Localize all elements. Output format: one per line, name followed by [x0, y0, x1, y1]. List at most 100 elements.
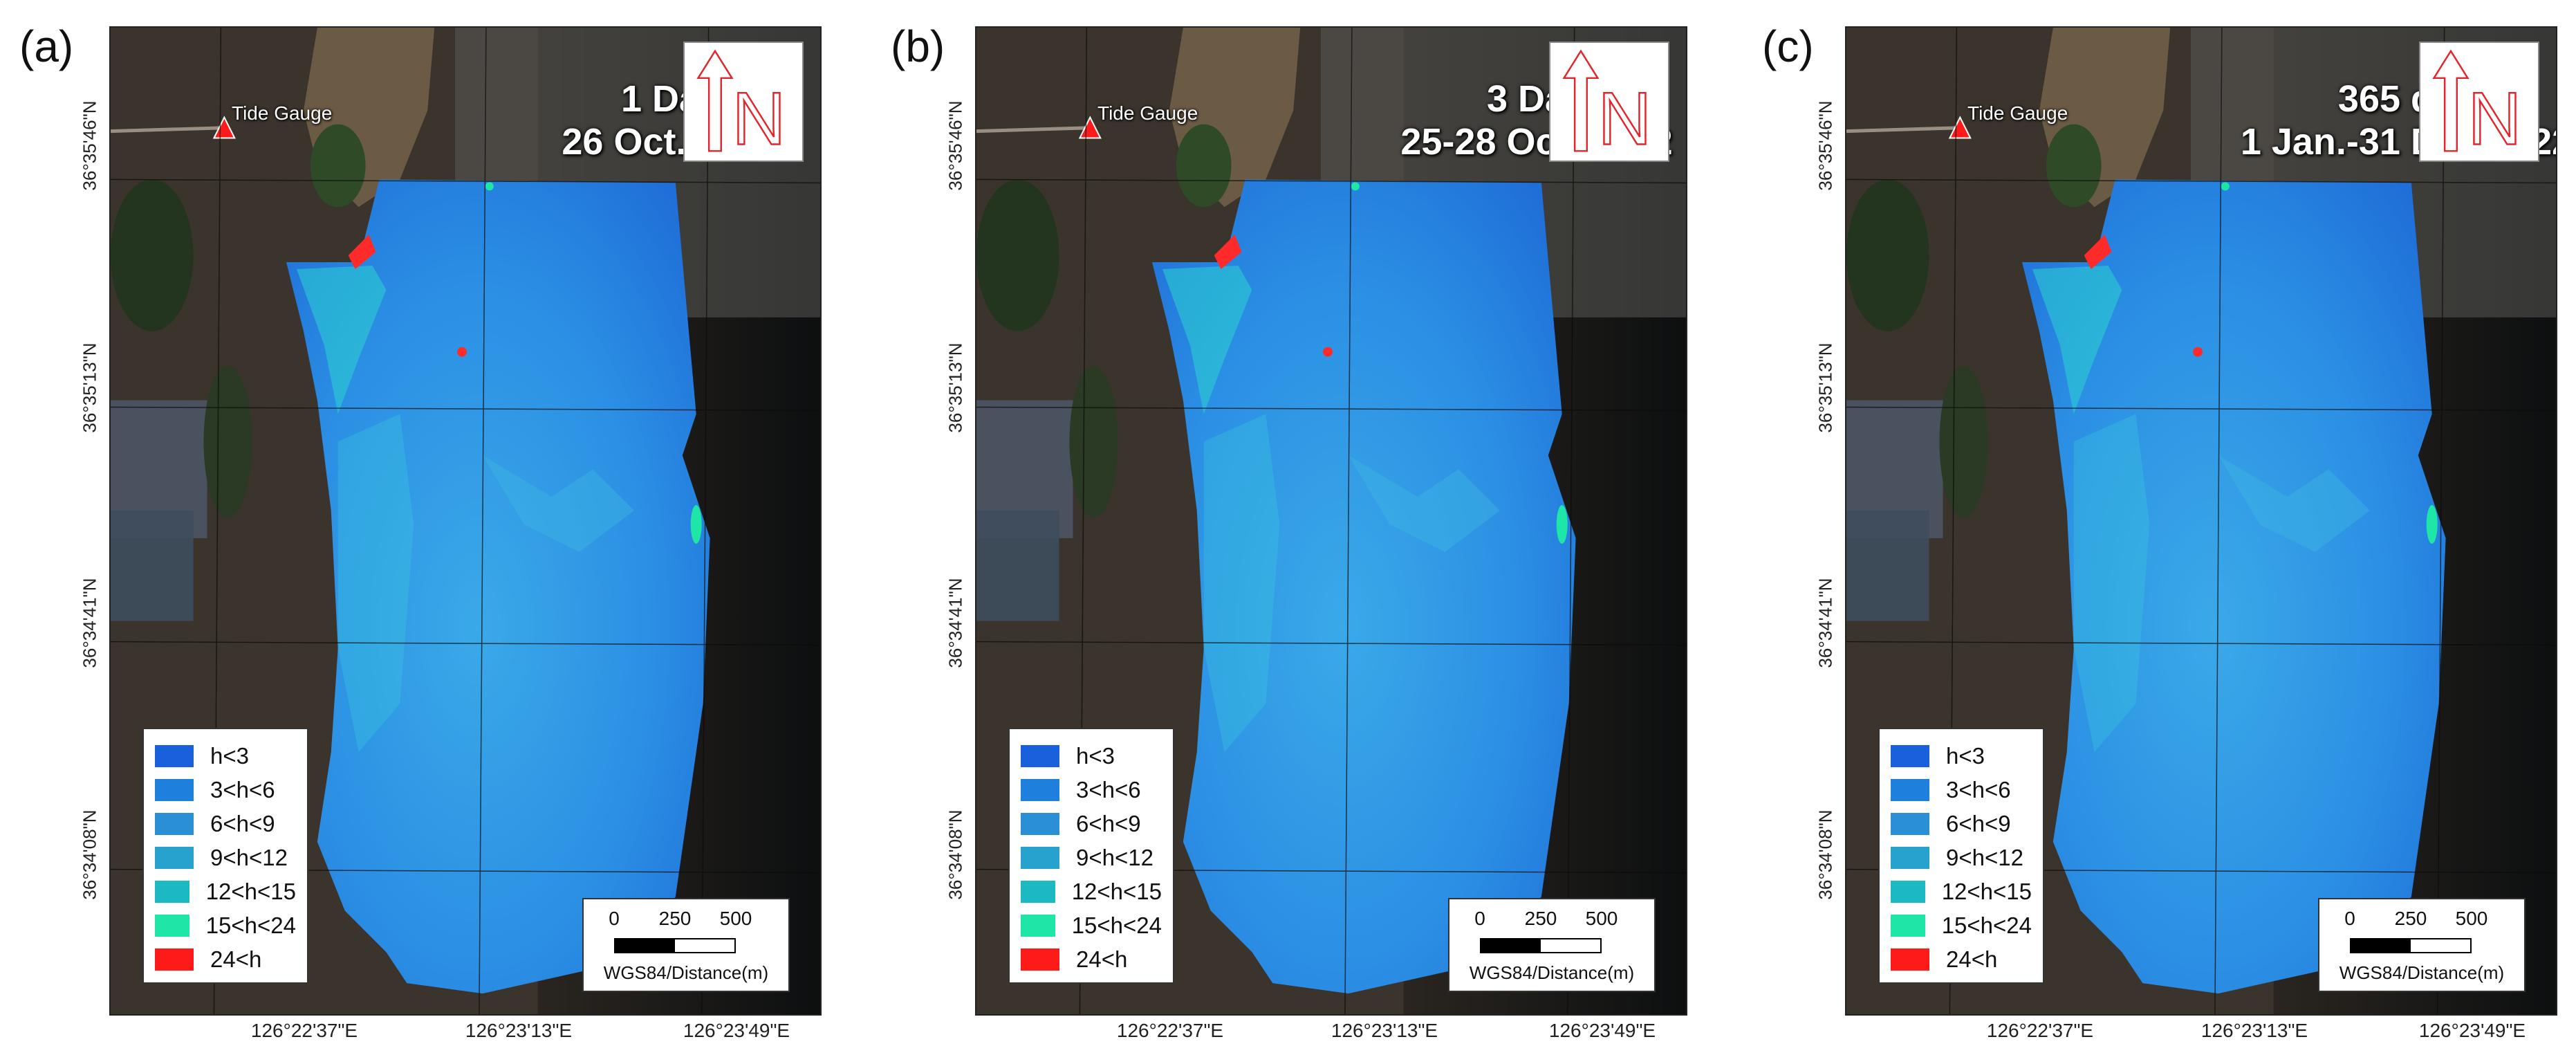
legend-label: 12<h<15: [1941, 878, 2032, 904]
legend-row: 12<h<15: [1021, 874, 1162, 908]
panel-letter: (a): [19, 21, 74, 71]
scale-tick: 500: [1585, 908, 1618, 929]
lat-label: 36°34'08"N: [1815, 809, 1836, 900]
legend-swatch: [155, 914, 189, 937]
tide-gauge-marker: [1948, 116, 1972, 139]
map-frame-2: Tide Gauge 365 day 1 Jan.-31 Dec.2022 N …: [1845, 26, 2557, 1016]
legend-label: 12<h<15: [1071, 878, 1162, 904]
hotspot-4: [2426, 505, 2438, 544]
lon-label: 126°23'13"E: [2200, 1020, 2308, 1041]
legend-label: 6<h<9: [210, 810, 275, 836]
lat-label: 36°35'13"N: [1815, 342, 1836, 433]
hotspot-2: [348, 235, 376, 270]
scale-tick: 500: [2455, 908, 2488, 929]
legend-row: 6<h<9: [155, 807, 296, 841]
legend-row: 6<h<9: [1891, 807, 2032, 841]
hotspot-1: [1323, 347, 1333, 357]
hotspot-4: [1556, 505, 1568, 544]
island: [1069, 365, 1118, 518]
scale-tick: 0: [609, 908, 620, 929]
scale-caption: WGS84/Distance(m): [2339, 962, 2505, 983]
scale-bar-graphic: [614, 938, 736, 953]
map-image: [976, 28, 1686, 1014]
hill-top: [1176, 124, 1232, 208]
lat-label: 36°34'41"N: [945, 578, 966, 668]
hotspot-4: [690, 505, 702, 544]
graticule: [1846, 28, 2556, 1014]
scale-tick: 500: [719, 908, 752, 929]
north-arrow-icon: N: [1562, 49, 1653, 160]
legend-swatch: [1891, 880, 1925, 903]
legend-swatch: [1021, 880, 1055, 903]
road: [976, 126, 1094, 134]
scale-tick: 0: [1474, 908, 1485, 929]
legend-row: h<3: [1891, 739, 2032, 773]
legend-label: h<3: [210, 742, 249, 769]
scale-bar: 0 250 500 WGS84/Distance(m): [582, 898, 790, 992]
water-depth-region: [286, 179, 710, 994]
road: [111, 126, 228, 134]
north-arrow: N: [1549, 42, 1669, 162]
legend-swatch: [1891, 812, 1929, 835]
lat-label: 36°35'46"N: [1815, 100, 1836, 191]
legend-label: h<3: [1076, 742, 1115, 769]
legend-row: 12<h<15: [1891, 874, 2032, 908]
scale-caption: WGS84/Distance(m): [1469, 962, 1635, 983]
tide-gauge-label: Tide Gauge: [232, 102, 333, 124]
solar-farm: [1846, 511, 1929, 621]
road: [1846, 126, 1964, 134]
hill-left: [1846, 179, 1929, 331]
lon-label: 126°23'49"E: [1548, 1020, 1656, 1041]
map-image: [1846, 28, 2556, 1014]
lat-line-1: [111, 406, 820, 412]
legend-label: 24<h: [1076, 946, 1128, 972]
channel: [482, 455, 635, 552]
legend-label: h<3: [1946, 742, 1985, 769]
north-arrow: N: [683, 42, 804, 162]
legend-swatch: [1891, 778, 1929, 801]
lon-line-3: [2436, 28, 2445, 1014]
tide-gauge-marker: [1078, 116, 1102, 139]
lat-line-0: [111, 178, 820, 184]
legend-label: 9<h<12: [1946, 844, 2023, 870]
legend-label: 9<h<12: [1076, 844, 1153, 870]
legend-label: 6<h<9: [1946, 810, 2011, 836]
legend-row: h<3: [155, 739, 296, 773]
hill-top: [310, 124, 366, 208]
lat-line-2: [1846, 641, 2556, 646]
legend-swatch: [1891, 948, 1929, 971]
north-letter: N: [1598, 77, 1652, 160]
lat-label: 36°34'08"N: [945, 809, 966, 900]
lat-line-2: [111, 641, 820, 646]
lon-label: 126°22'37"E: [1116, 1020, 1224, 1041]
legend-row: 24<h: [1021, 942, 1162, 976]
channel: [2218, 455, 2371, 552]
lon-label: 126°23'49"E: [683, 1020, 790, 1041]
scale-ticks: 0 250 500: [2319, 908, 2524, 935]
north-arrow-icon: N: [2432, 49, 2523, 160]
tide-gauge-label: Tide Gauge: [1967, 102, 2068, 124]
scale-tick: 250: [658, 908, 692, 929]
legend-row: 3<h<6: [1021, 773, 1162, 807]
lat-label: 36°34'08"N: [79, 809, 100, 900]
legend-swatch: [1021, 948, 1059, 971]
hotspot-3: [1351, 182, 1360, 191]
legend-row: 24<h: [155, 942, 296, 976]
legend-label: 15<h<24: [1941, 912, 2032, 938]
legend-swatch: [1891, 914, 1925, 937]
legend: h<3 3<h<6 6<h<9 9<h<12 12<h<15 15<h<24 24<h: [1008, 728, 1174, 984]
lat-label: 36°35'46"N: [945, 100, 966, 191]
north-letter: N: [732, 77, 786, 160]
hotspot-3: [485, 182, 494, 191]
north-arrow-icon: N: [696, 49, 787, 160]
hill-left: [111, 179, 194, 331]
shallow-zone-nw: [296, 266, 387, 414]
legend-row: 12<h<15: [155, 874, 296, 908]
legend-row: 15<h<24: [155, 908, 296, 942]
scale-ticks: 0 250 500: [584, 908, 788, 935]
map-frame-0: Tide Gauge 1 Day 26 Oct. 2022 N h<3 3<h<6…: [109, 26, 822, 1016]
north-arrow: N: [2419, 42, 2539, 162]
lon-label: 126°23'13"E: [465, 1020, 573, 1041]
legend-swatch: [1021, 744, 1059, 767]
lon-label: 126°23'49"E: [2418, 1020, 2526, 1041]
